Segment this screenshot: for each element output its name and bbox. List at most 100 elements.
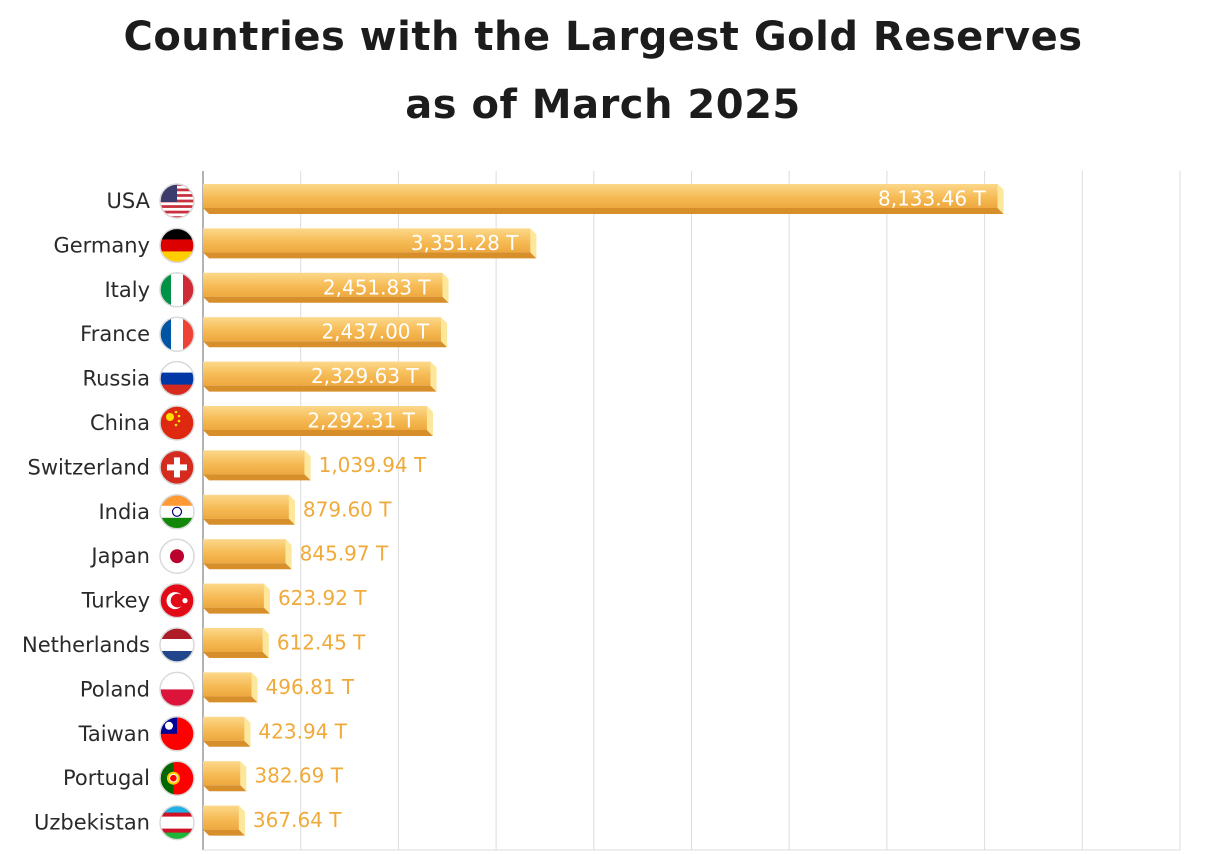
flag-stripe (160, 210, 194, 214)
bar-face (203, 539, 286, 564)
bar-face (203, 805, 239, 830)
bar-japan: 845.97 T (203, 539, 389, 570)
bar-end-cap (240, 761, 247, 792)
flag-band (187, 761, 194, 796)
value-label-france: 2,437.00 T (321, 320, 429, 344)
flag-band (160, 517, 194, 529)
bar-bottom-edge (203, 252, 537, 259)
flag-star (174, 423, 178, 427)
flag-bands (160, 761, 194, 796)
uzbekistan-flag (159, 804, 195, 841)
flag-stripe (160, 207, 194, 211)
japan-flag (159, 538, 195, 574)
flag-bands (160, 361, 194, 396)
flag-ring (159, 494, 195, 530)
flag-bands (160, 539, 194, 574)
flag-band (160, 672, 194, 690)
flag-ring (159, 449, 195, 486)
flag-band (160, 251, 194, 263)
value-label-taiwan: 423.94 T (258, 719, 347, 743)
value-label-japan: 845.97 T (300, 542, 389, 566)
category-label-switzerland: Switzerland (28, 455, 151, 479)
value-label-poland: 496.81 T (266, 675, 355, 699)
netherlands-flag (159, 627, 195, 663)
flag-ring (159, 405, 195, 441)
flag-bands (160, 317, 194, 352)
bar-russia: 2,329.63 T (203, 361, 437, 392)
flag-bands (160, 805, 194, 840)
usa-flag (159, 183, 195, 219)
value-label-india: 879.60 T (303, 497, 392, 521)
taiwan-flag (159, 716, 195, 752)
bar-end-cap (288, 494, 295, 525)
flag-star (166, 413, 174, 421)
flag-stripe (160, 213, 194, 217)
flag-bands (160, 228, 194, 263)
bar-end-cap (304, 450, 311, 481)
bar-bottom-edge (203, 652, 269, 658)
bar-bottom-edge (203, 607, 270, 614)
bar-end-cap (997, 184, 1004, 214)
bar-bottom-edge (203, 740, 251, 747)
flag-ring (159, 272, 195, 308)
portugal-flag (159, 760, 195, 796)
flag-ring (159, 582, 195, 619)
flag-band (160, 639, 194, 652)
category-label-japan: Japan (89, 544, 150, 568)
flag-band (160, 406, 194, 440)
bar-portugal: 382.69 T (203, 761, 344, 792)
flag-stripe (160, 205, 194, 209)
flag-band (160, 372, 194, 386)
category-label-france: France (80, 322, 150, 346)
bar-end-cap (244, 716, 251, 747)
bar-taiwan: 423.94 T (203, 716, 348, 747)
bar-uzbekistan: 367.64 T (203, 805, 342, 836)
chart-category-labels: USA Germany Italy France Russia China Switzerl… (22, 189, 151, 835)
chart-title-line-2: as of March 2025 (405, 82, 801, 128)
category-label-netherlands: Netherlands (22, 633, 150, 657)
flag-ring (159, 538, 195, 574)
bar-germany: 3,351.28 T (203, 228, 537, 259)
bar-face (203, 317, 442, 342)
bar-face (203, 628, 263, 652)
flag-band (171, 317, 184, 352)
flag-band (160, 689, 194, 707)
flag-ring (159, 804, 195, 841)
bar-netherlands: 612.45 T (203, 628, 366, 658)
value-label-usa: 8,133.46 T (878, 187, 986, 211)
bar-face (203, 494, 289, 519)
flag-band (160, 239, 194, 252)
bar-end-cap (238, 805, 245, 836)
chart-title-line-1: Countries with the Largest Gold Reserves (123, 14, 1083, 60)
bar-end-cap (262, 628, 269, 658)
chart-flags (159, 183, 195, 841)
flag-star (177, 414, 181, 418)
bar-end-cap (251, 672, 258, 703)
flag-band (160, 384, 194, 396)
bar-end-cap (285, 539, 292, 570)
value-label-germany: 3,351.28 T (411, 231, 519, 255)
bar-end-cap (530, 228, 537, 259)
category-label-italy: Italy (104, 278, 150, 302)
category-label-poland: Poland (80, 677, 150, 701)
value-label-switzerland: 1,039.94 T (319, 453, 427, 477)
value-label-netherlands: 612.45 T (277, 631, 366, 655)
bar-switzerland: 1,039.94 T (203, 450, 427, 481)
flag-shield (169, 773, 178, 783)
poland-flag (159, 671, 195, 708)
flag-band (160, 651, 194, 662)
flag-star (177, 419, 181, 423)
bar-face (203, 272, 443, 297)
bar-bottom-edge (203, 296, 449, 303)
flag-stripe (160, 202, 194, 206)
bar-china: 2,292.31 T (203, 406, 433, 436)
bar-end-cap (441, 317, 448, 348)
bar-bottom-edge (203, 385, 437, 392)
flag-star (174, 410, 178, 414)
flag-ring (159, 360, 195, 397)
flag-band (183, 317, 194, 352)
bar-end-cap (430, 361, 437, 392)
flag-bands (160, 672, 194, 707)
flag-band (160, 832, 194, 838)
